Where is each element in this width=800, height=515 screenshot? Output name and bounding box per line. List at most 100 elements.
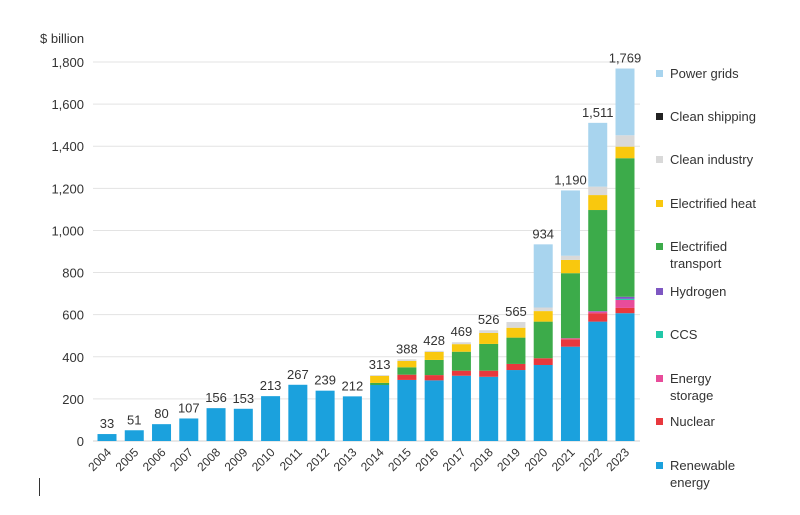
legend-label: Energy storage	[670, 371, 713, 403]
x-tick-label: 2008	[194, 445, 223, 474]
total-label: 313	[369, 357, 391, 372]
total-label: 213	[260, 378, 282, 393]
bar-segment-nuclear	[451, 370, 471, 376]
bar-segment-renewable-energy	[397, 379, 417, 441]
bar-segment-renewable-energy	[124, 430, 144, 441]
total-label: 267	[287, 367, 309, 382]
text-cursor	[39, 478, 40, 496]
bar-segment-electrified-heat	[370, 375, 390, 383]
legend-swatch	[656, 375, 663, 382]
x-tick-label: 2018	[467, 445, 496, 474]
x-tick-label: 2019	[494, 445, 523, 474]
bar-segment-energy-storage	[615, 299, 635, 308]
legend-item: Power grids	[656, 66, 739, 81]
bar-segment-nuclear	[615, 307, 635, 314]
bar-segment-nuclear	[560, 339, 580, 347]
y-tick-label: 1,000	[51, 223, 84, 238]
x-tick-label: 2022	[576, 445, 605, 474]
bar-segment-electrified-transport	[506, 337, 526, 364]
legend-label: Hydrogen	[670, 284, 726, 299]
bar-segment-electrified-heat	[588, 195, 608, 211]
total-label: 1,190	[554, 172, 587, 187]
bar-segment-renewable-energy	[179, 418, 199, 441]
x-tick-label: 2004	[85, 445, 114, 474]
y-tick-label: 0	[77, 434, 84, 449]
legend-swatch	[656, 243, 663, 250]
y-tick-label: 400	[62, 350, 84, 365]
total-label: 107	[178, 400, 200, 415]
total-label: 51	[127, 412, 141, 427]
bar-segment-clean-industry	[370, 375, 390, 376]
legend-label: Renewable energy	[670, 458, 735, 490]
x-tick-label: 2010	[249, 445, 278, 474]
total-label: 428	[423, 333, 445, 348]
legend-swatch	[656, 418, 663, 425]
legend-swatch	[656, 331, 663, 338]
x-tick-label: 2012	[303, 445, 332, 474]
legend-label: CCS	[670, 327, 698, 342]
x-tick-label: 2023	[603, 445, 632, 474]
bar-segment-electrified-heat	[615, 146, 635, 159]
legend-label: Electrified heat	[670, 196, 756, 211]
y-tick-label: 1,800	[51, 55, 84, 70]
x-tick-label: 2011	[277, 445, 305, 473]
bar-segment-renewable-energy	[288, 384, 308, 441]
x-tick-label: 2015	[385, 445, 414, 474]
legend-label: Nuclear	[670, 414, 715, 429]
bar-segment-renewable-energy	[615, 313, 635, 441]
bar-segment-electrified-transport	[560, 273, 580, 339]
bar-segment-power-grids	[533, 244, 553, 308]
total-label: 1,769	[609, 51, 642, 66]
bar-segment-electrified-transport	[451, 351, 471, 371]
legend-swatch	[656, 288, 663, 295]
bar-segment-nuclear	[506, 363, 526, 371]
bar-segment-nuclear	[479, 370, 499, 377]
x-tick-label: 2006	[140, 445, 169, 474]
legend-item: Electrified heat	[656, 196, 756, 211]
legend-label: Clean shipping	[670, 109, 756, 124]
bar-segment-electrified-transport	[479, 343, 499, 371]
x-tick-label: 2020	[522, 445, 551, 474]
bar-segment-electrified-heat	[506, 327, 526, 338]
bar-segment-electrified-heat	[397, 360, 417, 368]
bar-segment-electrified-transport	[615, 158, 635, 297]
bar-segment-renewable-energy	[370, 384, 390, 441]
bar-segment-hydrogen	[588, 311, 608, 312]
total-label: 934	[532, 226, 554, 241]
bar-segment-electrified-transport	[397, 367, 417, 375]
bar-segment-electrified-transport	[588, 210, 608, 312]
bar-segment-electrified-heat	[451, 344, 471, 352]
bar-segment-energy-storage	[588, 311, 608, 314]
legend-swatch	[656, 156, 663, 163]
total-label: 388	[396, 341, 418, 356]
bar-segment-clean-industry	[506, 322, 526, 328]
bar-segment-clean-industry	[560, 255, 580, 260]
legend-swatch	[656, 462, 663, 469]
legend-item: Electrified transport	[656, 239, 727, 271]
bar-segment-renewable-energy	[451, 375, 471, 441]
bar-segment-nuclear	[424, 375, 444, 381]
legend-item: Hydrogen	[656, 284, 726, 299]
bar-segment-electrified-heat	[479, 332, 499, 344]
bar-segment-renewable-energy	[342, 396, 362, 441]
bar-segment-renewable-energy	[588, 321, 608, 441]
bar-segment-renewable-energy	[152, 424, 172, 441]
legend-label: Electrified transport	[670, 239, 727, 271]
total-label: 80	[154, 406, 168, 421]
y-tick-label: 1,600	[51, 97, 84, 112]
total-label: 565	[505, 304, 527, 319]
legend-label: Clean industry	[670, 152, 754, 167]
x-tick-label: 2016	[412, 445, 441, 474]
bar-segment-power-grids	[560, 190, 580, 256]
bar-segment-renewable-energy	[97, 434, 117, 441]
bar-segment-electrified-heat	[533, 311, 553, 322]
legend-item: Nuclear	[656, 414, 715, 429]
bar-segment-renewable-energy	[233, 408, 253, 441]
legend-item: Renewable energy	[656, 458, 735, 490]
y-tick-label: 600	[62, 308, 84, 323]
total-label: 469	[451, 324, 473, 339]
bar-segment-nuclear	[397, 374, 417, 380]
x-tick-label: 2005	[113, 445, 142, 474]
x-tick-label: 2009	[222, 445, 251, 474]
